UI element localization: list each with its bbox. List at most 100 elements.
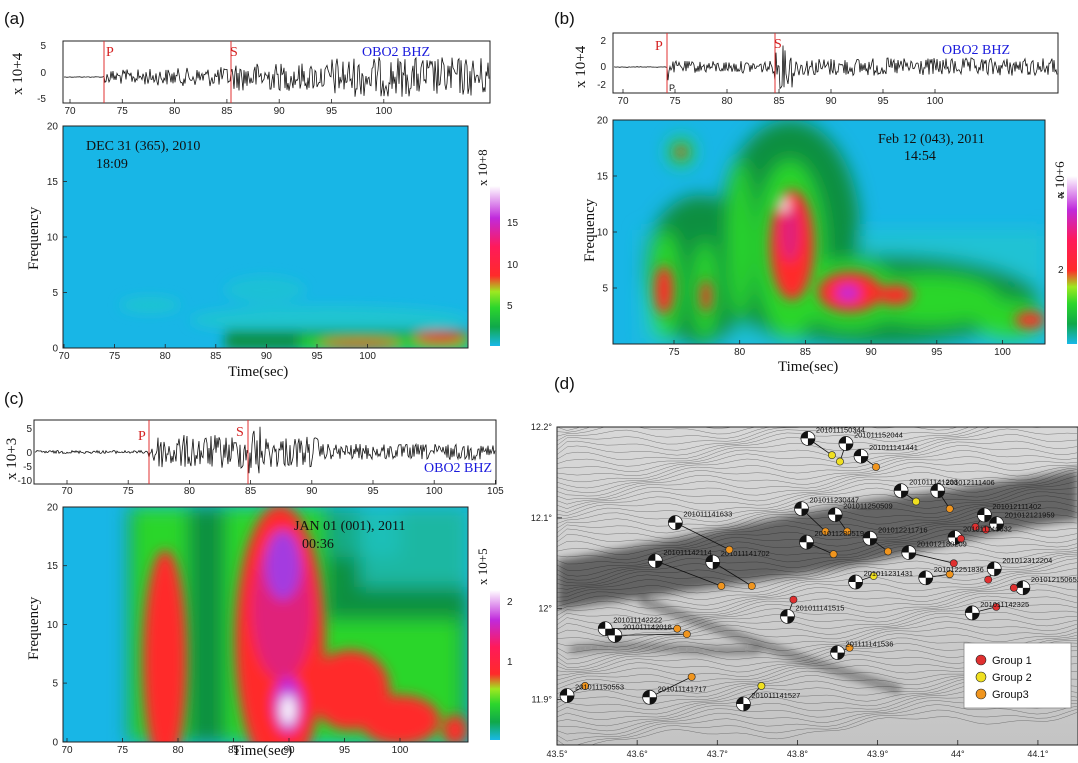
event-id-label: 201011142114 bbox=[663, 548, 711, 557]
panel-b-spec-xticks: 75 80 85 90 95 100 bbox=[668, 340, 1011, 358]
event-marker bbox=[747, 582, 756, 590]
event-marker bbox=[957, 534, 965, 543]
panel-a-event-time: 18:09 bbox=[96, 157, 128, 172]
legend-group3-label: Group3 bbox=[992, 689, 1029, 701]
x-tick-label: 80 bbox=[721, 96, 733, 107]
focal-mechanism-quadrant bbox=[863, 531, 878, 546]
x-tick-label: 75 bbox=[117, 745, 129, 756]
y-tick-label: 20 bbox=[597, 116, 609, 127]
event-id-label: 201012111406 bbox=[946, 478, 995, 487]
seismogram-line bbox=[34, 426, 496, 474]
event-marker bbox=[869, 572, 878, 580]
event-marker bbox=[945, 504, 954, 513]
panel-a-seismogram-trace bbox=[63, 56, 490, 97]
contour-line bbox=[557, 427, 757, 437]
panel-a-cb-tick: 15 bbox=[507, 218, 519, 229]
focal-mechanism-quadrant bbox=[965, 605, 980, 620]
lon-tick-label: 43.8° bbox=[787, 749, 809, 759]
panel-b-event-date: Feb 12 (043), 2011 bbox=[878, 132, 985, 147]
y-tick-label: 15 bbox=[597, 172, 609, 183]
x-tick-label: 70 bbox=[61, 486, 73, 497]
focal-mechanism-quadrant bbox=[794, 501, 809, 516]
event-marker bbox=[828, 451, 836, 460]
contour-line bbox=[557, 428, 1078, 467]
map-frame bbox=[556, 426, 1078, 746]
event-leader-line bbox=[712, 561, 752, 587]
panel-c-label: (c) bbox=[4, 389, 24, 408]
panel-c-spectrogram bbox=[63, 507, 468, 742]
event-leader-line bbox=[908, 552, 954, 564]
event-id-label: 201012111402 bbox=[992, 502, 1041, 511]
event-id-label: 201011141441 bbox=[869, 443, 918, 452]
event-id-label: 201011280519 bbox=[815, 529, 865, 538]
focal-mechanism-quadrant bbox=[607, 628, 622, 643]
panel-b-p-label: P bbox=[655, 39, 663, 54]
contour-line bbox=[557, 627, 1078, 665]
event-marker bbox=[829, 550, 838, 559]
event-marker bbox=[992, 602, 1001, 611]
panel-c-event-time: 00:36 bbox=[302, 537, 334, 552]
y-tick-label: 5 bbox=[52, 679, 58, 690]
panel-b-spec-yticks: 20 15 10 5 bbox=[597, 116, 617, 295]
event-id-label: 201011141717 bbox=[658, 684, 707, 693]
x-tick-label: 100 bbox=[426, 486, 443, 497]
panel-b-p-small: P bbox=[669, 83, 675, 93]
panel-a-event-date: DEC 31 (365), 2010 bbox=[86, 139, 200, 154]
x-tick-label: 75 bbox=[668, 347, 680, 358]
focal-mechanism-quadrant bbox=[901, 545, 916, 560]
focal-mechanism-quadrant bbox=[848, 575, 863, 590]
x-tick-label: 95 bbox=[367, 486, 379, 497]
event-marker bbox=[884, 547, 892, 556]
x-tick-label: 80 bbox=[172, 745, 184, 756]
event-id-label: 201011141515 bbox=[795, 603, 844, 612]
focal-mechanism-quadrant bbox=[830, 645, 845, 660]
focal-mechanism-quadrant bbox=[894, 483, 909, 498]
event-id-label: 201011141702 bbox=[721, 549, 770, 558]
event-marker bbox=[949, 559, 958, 568]
event-marker bbox=[843, 527, 852, 536]
focal-mechanism-quadrant bbox=[918, 570, 933, 585]
panel-a-cb-tick: 5 bbox=[507, 301, 513, 312]
focal-mechanism-quadrant bbox=[930, 483, 945, 498]
y-tick-label: 5 bbox=[602, 284, 608, 295]
contour-line bbox=[557, 461, 1078, 497]
panel-c-spec-yticks: 20 15 10 5 0 bbox=[47, 503, 67, 748]
event-id-label: 201011142222 bbox=[613, 616, 662, 625]
contour-line bbox=[557, 712, 1078, 745]
panel-b-seismogram-frame bbox=[612, 32, 1059, 94]
panel-a-s-label: S bbox=[230, 45, 238, 60]
event-id-label: 201011140632 bbox=[963, 525, 1012, 534]
panel-b-cb-tick: 4 bbox=[1058, 191, 1064, 202]
event-marker bbox=[757, 682, 766, 690]
event-id-label: 201012180209 bbox=[917, 539, 967, 548]
focal-mechanism-quadrant bbox=[800, 431, 815, 446]
focal-mechanism-quadrant bbox=[648, 553, 663, 568]
x-tick-label: 90 bbox=[274, 106, 286, 117]
contour-line bbox=[557, 708, 1078, 745]
event-marker bbox=[581, 682, 589, 690]
panel-a-seis-ytick: -5 bbox=[37, 94, 46, 105]
contour-line bbox=[557, 427, 959, 446]
x-tick-label: 75 bbox=[123, 486, 135, 497]
contour-line bbox=[557, 605, 1078, 644]
x-tick-label: 85 bbox=[245, 486, 257, 497]
focal-mechanism-quadrant bbox=[560, 688, 575, 703]
panel-a-colorbar bbox=[490, 186, 500, 346]
legend-group1-label: Group 1 bbox=[992, 655, 1032, 667]
event-marker bbox=[1009, 583, 1018, 592]
event-id-label: 201011152044 bbox=[854, 431, 903, 440]
event-marker bbox=[725, 545, 734, 554]
panel-b-event-time: 14:54 bbox=[904, 149, 936, 164]
x-tick-label: 70 bbox=[617, 96, 629, 107]
event-leader-line bbox=[614, 633, 687, 636]
panel-c-colorbar bbox=[490, 590, 500, 740]
event-id-label: 201011141527 bbox=[751, 691, 800, 700]
panel-b-seis-ytick: 2 bbox=[600, 36, 606, 47]
event-marker bbox=[971, 523, 980, 531]
x-tick-label: 100 bbox=[392, 745, 409, 756]
event-marker bbox=[717, 582, 726, 590]
x-tick-label: 70 bbox=[64, 106, 76, 117]
contour-line bbox=[557, 578, 1078, 616]
panel-c-spec-xticks: 70 75 80 85 90 95 100 bbox=[61, 738, 409, 756]
